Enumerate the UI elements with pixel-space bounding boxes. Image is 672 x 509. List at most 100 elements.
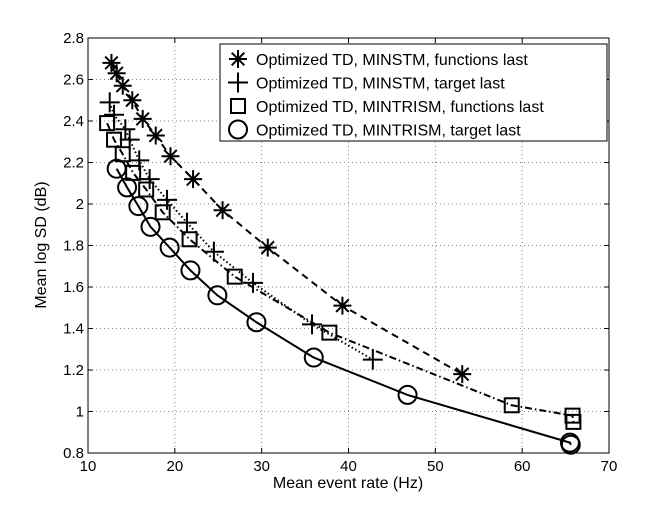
y-tick-label: 0.8 [63, 445, 84, 462]
y-tick-label: 2 [76, 196, 84, 213]
asterisk-stroke [104, 55, 119, 70]
circle-shape [397, 384, 418, 405]
data-point [303, 347, 324, 368]
asterisk-stroke [260, 240, 275, 255]
x-tick-label: 30 [253, 458, 270, 475]
x-tick-label: 60 [514, 458, 531, 475]
series-circle [106, 158, 581, 455]
legend-entry: Optimized TD, MINSTM, target last [228, 72, 505, 93]
data-point [453, 365, 472, 384]
circle-icon [228, 119, 248, 140]
asterisk-stroke [215, 203, 230, 218]
series-line [115, 168, 572, 446]
data-point [115, 119, 136, 140]
series-asterisk [102, 53, 472, 384]
series-line [106, 122, 575, 423]
data-point [106, 131, 123, 148]
series-line [110, 62, 463, 376]
square-shape [503, 397, 520, 414]
axis-ticks: 10 20 30 40 50 60 70 0.8 1 1.2 1.4 1.6 1.8 2 2.2 2.4 2.6… [63, 30, 617, 475]
data-point [128, 196, 149, 217]
circle-shape [246, 312, 267, 333]
circle-shape [128, 196, 149, 217]
asterisk-stroke [455, 367, 470, 382]
x-tick-label: 40 [340, 458, 357, 475]
data-point [333, 296, 352, 315]
square-shape [181, 231, 198, 248]
data-point [133, 109, 152, 128]
data-point [161, 147, 180, 166]
asterisk-stroke [135, 111, 150, 126]
data-point [154, 204, 171, 221]
circle-shape [106, 158, 127, 179]
y-tick-label: 2.8 [63, 30, 84, 47]
data-point [113, 76, 132, 95]
data-point [242, 272, 263, 293]
plot-frame [87, 37, 610, 454]
y-tick-label: 1.8 [63, 238, 84, 255]
y-axis-label: Mean log SD (dB) [33, 181, 50, 308]
legend: Optimized TD, MINSTM, functions last Opti… [219, 43, 608, 142]
data-point [207, 285, 228, 306]
x-tick-label: 50 [427, 458, 444, 475]
circle-shape [140, 216, 161, 237]
data-point [226, 268, 243, 285]
data-point [117, 177, 138, 198]
data-point [140, 216, 161, 237]
plus-icon [228, 72, 248, 93]
data-point [565, 413, 582, 430]
asterisk-stroke [186, 172, 201, 187]
data-point [138, 181, 155, 198]
data-point [321, 324, 338, 341]
data-point [302, 314, 323, 335]
y-tick-label: 1.2 [63, 362, 84, 379]
y-tick-label: 2.2 [63, 155, 84, 172]
asterisk-stroke [148, 128, 163, 143]
data-point [184, 170, 203, 189]
y-tick-label: 2.4 [63, 113, 84, 130]
circle-shape [117, 177, 138, 198]
series-square [99, 115, 582, 430]
square-shape [154, 204, 171, 221]
x-tick-label: 10 [80, 458, 97, 475]
data-point [503, 397, 520, 414]
asterisk-stroke [335, 298, 350, 313]
legend-entry: Optimized TD, MINTRISM, target last [228, 119, 521, 140]
series-line [108, 101, 374, 361]
series-layer [99, 53, 582, 455]
asterisk-stroke [125, 93, 140, 108]
data-point [181, 231, 198, 248]
square-shape [321, 324, 338, 341]
data-point [102, 53, 121, 72]
data-point [123, 91, 142, 110]
asterisk-stroke [163, 149, 178, 164]
legend-label: Optimized TD, MINSTM, target last [256, 76, 505, 93]
x-axis-label: Mean event rate (Hz) [273, 475, 423, 492]
y-tick-label: 1.4 [63, 321, 84, 338]
square-shape [226, 268, 243, 285]
asterisk-stroke [109, 66, 124, 81]
data-point [258, 238, 277, 257]
data-point [99, 115, 116, 132]
data-point [176, 212, 197, 233]
circle-shape [228, 119, 248, 140]
y-tick-label: 2.6 [63, 72, 84, 89]
asterisk-stroke [230, 51, 246, 67]
circle-shape [207, 285, 228, 306]
legend-box [219, 43, 608, 142]
square-shape [565, 413, 582, 430]
data-point [397, 384, 418, 405]
data-point [213, 201, 232, 220]
circle-shape [560, 434, 581, 455]
data-point [159, 237, 180, 258]
data-point [106, 158, 127, 179]
x-tick-label: 20 [166, 458, 183, 475]
data-point [246, 312, 267, 333]
y-tick-label: 1.6 [63, 279, 84, 296]
legend-entry: Optimized TD, MINTRISM, functions last [230, 98, 544, 116]
data-point [146, 126, 165, 145]
asterisk-stroke [115, 78, 130, 93]
y-tick-label: 1 [76, 404, 84, 421]
circle-shape [180, 260, 201, 281]
